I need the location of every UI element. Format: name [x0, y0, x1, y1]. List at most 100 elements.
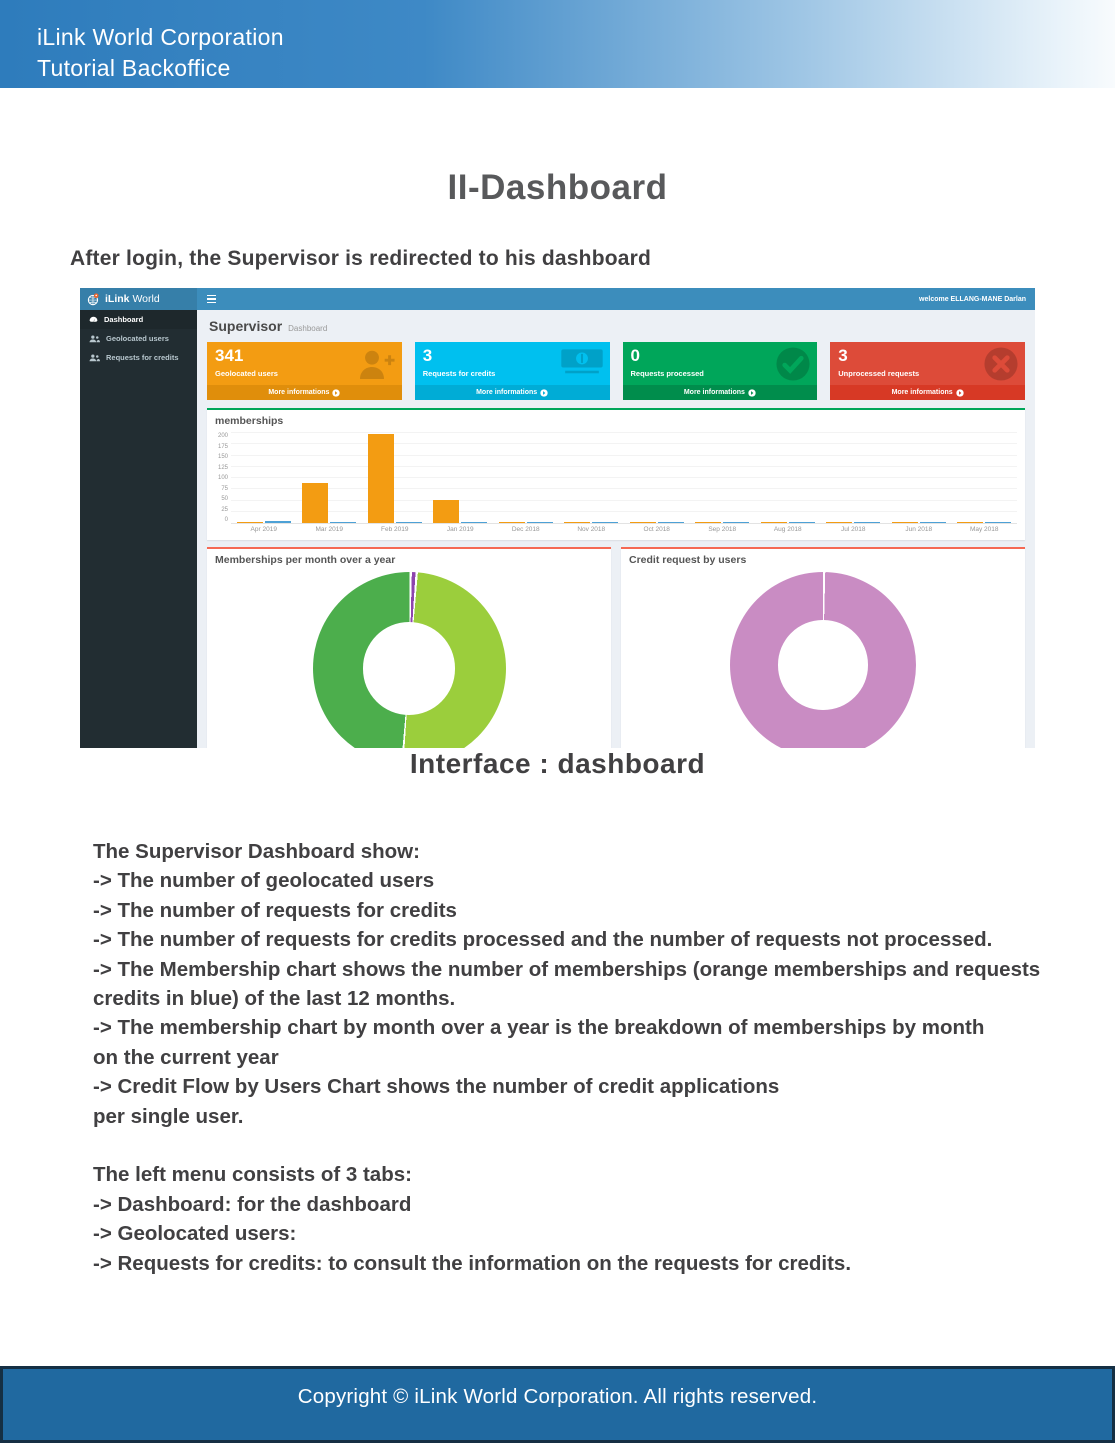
- more-informations-label: More informations: [476, 389, 538, 396]
- bar-group: [362, 433, 428, 523]
- x-tick-label: Oct 2018: [643, 526, 670, 533]
- y-tick-label: 0: [224, 517, 228, 523]
- bar-group: [886, 433, 952, 523]
- document-footer: Copyright © iLink World Corporation. All…: [0, 1366, 1115, 1443]
- x-tick-label: Dec 2018: [511, 526, 540, 533]
- bar-memberships: [236, 521, 263, 523]
- dashboard-screenshot: iLink World welcome ELLANG-MANE Darlan D…: [80, 288, 1035, 748]
- users-icon: [89, 334, 100, 343]
- user-menu[interactable]: welcome ELLANG-MANE Darlan: [919, 295, 1026, 303]
- x-tick-label: Jun 2018: [905, 526, 933, 533]
- x-tick-label: Feb 2019: [381, 526, 409, 533]
- x-tick-label: Mar 2019: [315, 526, 343, 533]
- bar-group: [821, 433, 887, 523]
- page-title: II-Dashboard: [447, 168, 668, 207]
- bar-requests-credits: [330, 521, 357, 523]
- gridline: [231, 443, 1017, 445]
- body-line: -> The number of requests for credits pr…: [93, 928, 993, 952]
- y-tick-label: 100: [217, 475, 228, 481]
- bar-requests-credits: [526, 521, 553, 523]
- money-icon: [560, 346, 604, 381]
- x-tick-label: Sep 2018: [708, 526, 737, 533]
- y-tick-label: 50: [221, 496, 228, 502]
- stat-cards-row: 341 Geolocated users More informations: [207, 342, 1025, 400]
- bar-group: [755, 433, 821, 523]
- body-line: -> Requests for credits: to consult the …: [93, 1251, 852, 1275]
- memberships-chart-card: memberships 200 175 150 125 100 75 50 25 0 Apr 2…: [207, 408, 1025, 540]
- y-tick-label: 75: [221, 485, 228, 492]
- body-text: The Supervisor Dashboard show: -> The nu…: [93, 837, 1065, 1278]
- bar-group: [297, 433, 363, 523]
- credit-requests-donut-title: Credit request by users: [629, 554, 747, 566]
- bar-requests-credits: [657, 521, 684, 523]
- dashboard-sidebar: Dashboard Geolocated users Requests for …: [80, 310, 197, 748]
- body-line: -> Credit Flow by Users Chart shows the …: [93, 1075, 780, 1099]
- body-line: -> The number of requests for credits: [93, 898, 457, 922]
- body-line: -> The number of geolocated users: [93, 869, 435, 893]
- globe-marker-icon: [87, 292, 100, 306]
- x-tick-label: Nov 2018: [577, 526, 606, 533]
- sidebar-item-geolocated-users[interactable]: Geolocated users: [80, 329, 197, 348]
- stat-value: 0: [630, 346, 640, 365]
- content-header: Supervisor Dashboard: [209, 318, 1025, 334]
- sidebar-toggle-icon[interactable]: [207, 294, 216, 304]
- more-informations-label: More informations: [268, 389, 330, 396]
- brand-logo[interactable]: iLink World: [80, 288, 197, 310]
- more-informations-link[interactable]: More informations: [207, 385, 402, 400]
- stat-label: Geolocated users: [215, 368, 278, 378]
- users-icon: [89, 353, 100, 362]
- stat-label: Unprocessed requests: [838, 368, 920, 378]
- dashboard-content: Supervisor Dashboard 341 Geolocated user…: [197, 310, 1035, 748]
- body-line: [93, 1131, 1065, 1160]
- y-tick-label: 200: [217, 433, 228, 439]
- body-line: -> The membership chart by month over a …: [93, 1016, 985, 1040]
- sidebar-item-label: Requests for credits: [106, 353, 179, 362]
- more-informations-link[interactable]: More informations: [622, 385, 818, 400]
- y-tick-label: 175: [217, 443, 228, 450]
- stat-card-requests-processed: 0 Requests processed More informations: [622, 342, 818, 400]
- x-circle-icon: [983, 346, 1019, 387]
- bar-memberships: [891, 521, 918, 523]
- bar-requests-credits: [919, 521, 946, 523]
- bar-group: [493, 433, 559, 523]
- gridline: [231, 432, 1017, 433]
- bar-group: [559, 433, 625, 523]
- more-informations-link[interactable]: More informations: [414, 385, 610, 400]
- arrow-circle-right-icon: [955, 388, 964, 397]
- x-tick-label: Apr 2019: [250, 526, 277, 533]
- bar-memberships: [367, 433, 394, 523]
- x-tick-label: May 2018: [969, 526, 999, 533]
- y-tick-label: 150: [217, 454, 228, 460]
- document-header: iLink World Corporation Tutorial Backoff…: [0, 0, 1115, 88]
- sidebar-item-dashboard[interactable]: Dashboard: [80, 310, 197, 329]
- gridline: [231, 488, 1017, 490]
- gridline: [231, 454, 1017, 456]
- bar-requests-credits: [723, 521, 750, 523]
- bar-memberships: [826, 521, 853, 523]
- stat-label: Requests processed: [630, 368, 704, 378]
- intro-text: After login, the Supervisor is redirecte…: [70, 247, 652, 270]
- memberships-chart-title: memberships: [215, 415, 284, 427]
- bar-group: [624, 433, 690, 523]
- gridline: [231, 477, 1017, 478]
- stat-card-requests-for-credits: 3 Requests for credits More informations: [414, 342, 610, 400]
- bar-memberships: [302, 482, 329, 523]
- credit-requests-donut-chart: [730, 572, 916, 748]
- gridline: [231, 465, 1017, 467]
- bar-group: [231, 433, 297, 523]
- body-line: -> The Membership chart shows the number…: [93, 957, 1041, 981]
- arrow-circle-right-icon: [332, 388, 341, 397]
- memberships-x-labels: Apr 2019 Mar 2019 Feb 2019 Jan 2019 Dec 2018…: [207, 524, 1025, 537]
- gridline: [231, 510, 1017, 512]
- body-line: -> Geolocated users:: [93, 1222, 297, 1246]
- bar-group: [952, 433, 1018, 523]
- bar-requests-credits: [264, 520, 291, 523]
- sidebar-item-requests-for-credits[interactable]: Requests for credits: [80, 348, 197, 367]
- more-informations-link[interactable]: More informations: [830, 385, 1025, 400]
- body-line: per single user.: [93, 1104, 244, 1128]
- header-line2: Tutorial Backoffice: [37, 55, 231, 81]
- bar-requests-credits: [985, 521, 1012, 523]
- user-plus-icon: [356, 346, 396, 385]
- sidebar-item-label: Geolocated users: [106, 334, 169, 343]
- sidebar-item-label: Dashboard: [104, 315, 144, 324]
